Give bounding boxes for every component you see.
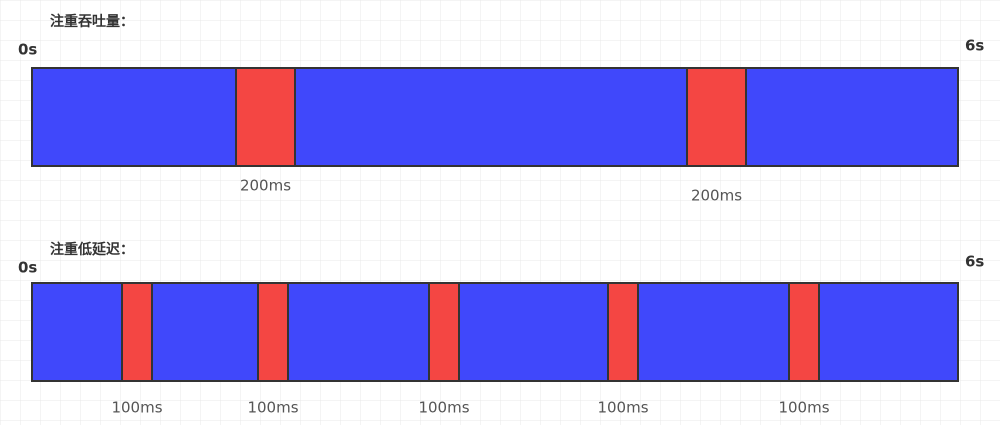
pause-block (428, 282, 460, 382)
end-label: 6s (965, 37, 984, 55)
pause-label: 100ms (597, 399, 648, 417)
pause-block (686, 67, 747, 167)
pause-label: 100ms (778, 399, 829, 417)
pause-block (121, 282, 153, 382)
pause-label: 200ms (240, 177, 291, 195)
pause-block (607, 282, 639, 382)
start-label: 0s (18, 41, 37, 59)
start-label: 0s (18, 259, 37, 277)
end-label: 6s (965, 253, 984, 271)
pause-block (257, 282, 289, 382)
section-title: 注重吞吐量： (50, 13, 134, 30)
pause-label: 200ms (691, 187, 742, 205)
pause-label: 100ms (111, 399, 162, 417)
pause-block (235, 67, 296, 167)
pause-label: 100ms (247, 399, 298, 417)
pause-block (788, 282, 820, 382)
pause-label: 100ms (418, 399, 469, 417)
section-title: 注重低延迟： (50, 241, 134, 258)
timeline-bar (31, 67, 959, 167)
